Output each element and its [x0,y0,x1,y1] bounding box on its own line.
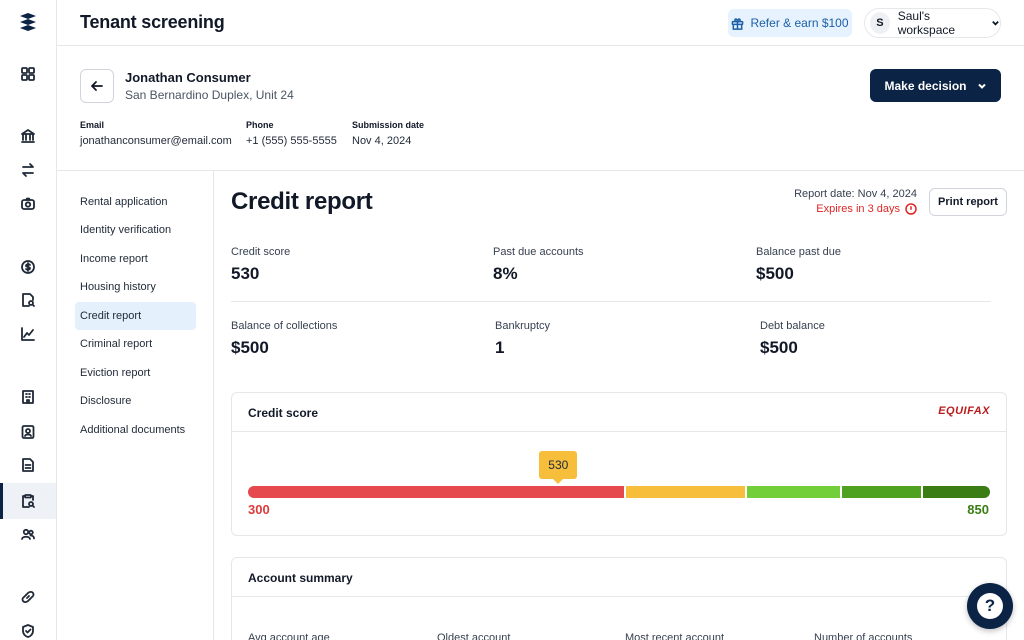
applicant-name: Jonathan Consumer [125,70,251,85]
stat-label: Balance of collections [231,320,338,332]
back-button[interactable] [80,69,114,103]
bank-icon[interactable] [18,126,38,146]
nav-item-disclosure[interactable]: Disclosure [80,395,132,407]
make-decision-label: Make decision [884,78,967,93]
score-band-segment [248,486,624,498]
rail-active-highlight [0,483,56,519]
gift-icon [732,17,744,30]
building-icon[interactable] [18,387,38,407]
phone-value: +1 (555) 555-5555 [246,135,337,147]
score-band-segment [747,486,840,498]
logo-icon[interactable] [18,12,38,34]
credit-report-title: Credit report [231,188,373,215]
stat-value: 1 [495,338,505,357]
rail-active-indicator [0,483,3,519]
refer-earn-label: Refer & earn $100 [750,16,849,30]
nav-item-credit-report[interactable]: Credit report [75,302,196,330]
stat-value: 8% [493,264,518,283]
help-button[interactable]: ? [967,583,1013,629]
shield-icon[interactable] [18,621,38,640]
help-icon: ? [977,593,1003,619]
summary-column-label: Avg account age [248,632,330,640]
report-date: Report date: Nov 4, 2024 [794,188,917,200]
people-icon[interactable] [18,524,38,544]
dashboard-icon[interactable] [18,64,38,84]
analytics-icon[interactable] [18,324,38,344]
score-band-segment [841,486,921,498]
nav-item-eviction-report[interactable]: Eviction report [80,367,151,379]
lease-icon[interactable] [18,455,38,475]
score-range-bar [248,486,990,498]
stat-value: $500 [760,338,798,357]
nav-item-identity-verification[interactable]: Identity verification [80,224,172,236]
stat-label: Debt balance [760,320,825,332]
score-marker: 530 [539,451,578,484]
email-label: Email [80,120,105,130]
equifax-logo: EQUIFAX [938,405,990,417]
arrow-left-icon [91,81,103,91]
make-decision-button[interactable]: Make decision [870,69,1001,102]
header-divider [57,170,1024,171]
score-band-segment [922,486,990,498]
print-report-button[interactable]: Print report [929,188,1007,216]
applicant-address: San Bernardino Duplex, Unit 24 [125,88,294,102]
expiry-notice: Expires in 3 days [816,203,917,215]
payments-icon[interactable] [18,257,38,277]
summary-column-label: Oldest account [437,632,511,640]
account-summary-card-header: Account summary [232,558,1006,597]
screening-icon[interactable] [18,491,38,511]
nav-item-rental-application[interactable]: Rental application [80,196,168,208]
camera-icon[interactable] [18,194,38,214]
credit-score-card-header: Credit score EQUIFAX [232,393,1006,432]
expiry-text: Expires in 3 days [816,203,900,215]
submission-date-value: Nov 4, 2024 [352,135,412,147]
stat-value: 530 [231,264,260,283]
stats-divider [231,301,991,302]
workspace-label: Saul's workspace [897,9,956,37]
tenant-icon[interactable] [18,422,38,442]
nav-item-additional-documents[interactable]: Additional documents [80,424,186,436]
chevron-down-icon [992,21,999,26]
nav-item-housing-history[interactable]: Housing history [80,281,156,293]
score-range-min: 300 [248,502,270,517]
stat-label: Credit score [231,246,291,258]
account-summary-title: Account summary [248,571,353,585]
avatar: S [870,12,890,34]
stat-label: Past due accounts [493,246,584,258]
credit-score-card: Credit score EQUIFAX 530 300 850 [231,392,1007,536]
top-bar: Tenant screening Refer & earn $100 S Sau… [57,0,1024,46]
workspace-switcher[interactable]: S Saul's workspace [864,8,1001,38]
stat-value: $500 [756,264,794,283]
document-search-icon[interactable] [18,290,38,310]
phone-label: Phone [246,120,274,130]
transfer-icon[interactable] [18,160,38,180]
chevron-down-icon [977,83,986,89]
credit-score-card-title: Credit score [248,406,319,420]
section-nav: Rental application Identity verification… [57,171,214,640]
link-icon[interactable] [18,587,38,607]
submission-date-label: Submission date [352,120,425,130]
nav-item-income-report[interactable]: Income report [80,253,148,265]
summary-column-label: Most recent account [625,632,725,640]
email-value: jonathanconsumer@email.com [80,135,232,147]
info-icon[interactable] [905,203,917,215]
nav-item-criminal-report[interactable]: Criminal report [80,338,153,350]
account-summary-card: Account summary Avg account age Oldest a… [231,557,1007,640]
summary-column-label: Number of accounts [814,632,913,640]
stat-value: $500 [231,338,269,357]
score-range-max: 850 [967,502,989,517]
icon-rail [0,0,57,640]
page-title: Tenant screening [80,12,225,32]
stat-label: Balance past due [756,246,842,258]
score-band-segment [625,486,746,498]
refer-earn-button[interactable]: Refer & earn $100 [728,9,852,37]
stat-label: Bankruptcy [495,320,551,332]
